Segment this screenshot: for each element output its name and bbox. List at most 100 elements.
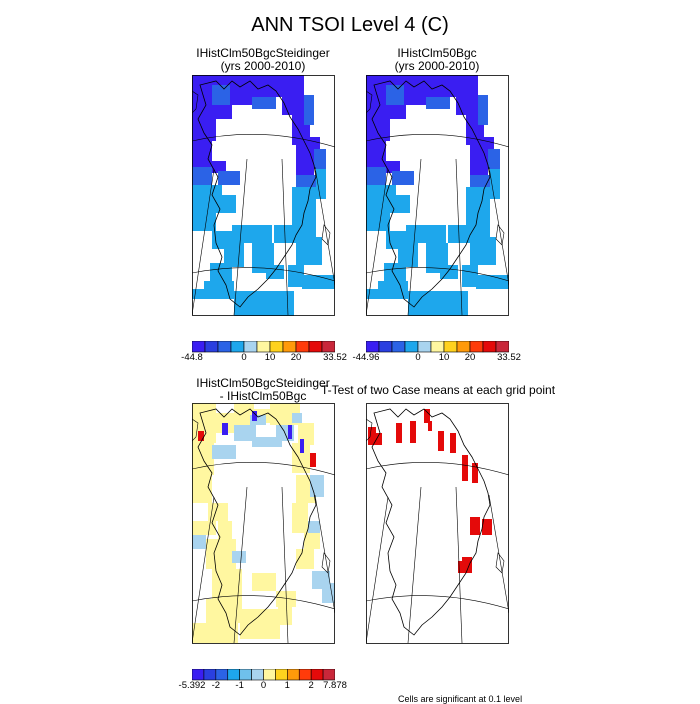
case2-colorbar-boxes	[365, 340, 510, 353]
grid-cell	[210, 263, 232, 281]
grid-cell	[406, 225, 446, 243]
graticule-line	[455, 486, 463, 644]
colorbar-box	[287, 668, 300, 681]
grid-cell	[296, 237, 322, 265]
grid-cell	[252, 97, 276, 109]
map-case1	[192, 75, 335, 316]
grid-cell	[476, 275, 509, 289]
colorbar-tick-label: 7.878	[323, 680, 347, 691]
graticule-line	[366, 496, 389, 644]
grid-cell	[470, 175, 490, 189]
coastline	[495, 224, 505, 246]
coastline	[366, 418, 373, 442]
grid-cell	[192, 213, 216, 231]
colorbar-box	[203, 668, 217, 681]
grid-cell	[278, 607, 292, 625]
diff-title-line2: - IHistClm50Bgc	[219, 389, 307, 403]
grid-cell	[366, 119, 390, 141]
grid-cell	[224, 243, 244, 267]
grid-cell	[490, 169, 500, 199]
coastline	[192, 418, 199, 442]
grid-cell	[192, 167, 212, 185]
colorbar-diff: -5.392 -2 -1 0 1 2 7.878	[179, 668, 347, 696]
grid-cell	[296, 145, 314, 175]
colorbar-box	[227, 668, 240, 681]
grid-cell	[308, 521, 320, 533]
grid-cell	[198, 431, 204, 441]
grid-cell	[192, 535, 206, 549]
colorbar-tick-label: -44.96	[352, 352, 380, 363]
colorbar-tick-label: -1	[235, 680, 244, 691]
grid-cell	[192, 141, 212, 167]
grid-cell	[212, 85, 230, 105]
case2-title-line2: (yrs 2000-2010)	[394, 59, 480, 73]
grid-cell	[222, 423, 228, 435]
grid-cell	[300, 439, 304, 453]
grid-cell	[376, 433, 382, 445]
graticule-line	[233, 158, 248, 316]
grid-cell	[208, 503, 228, 521]
grid-cell	[250, 415, 266, 425]
colorbar-box	[322, 668, 336, 681]
colorbar-box	[217, 340, 232, 353]
coastline	[371, 80, 491, 308]
diff-title-line1: IHistClm50BgcSteidinger	[196, 376, 330, 390]
diff-title: IHistClm50BgcSteidinger - IHistClm50Bgc	[178, 377, 348, 403]
map-case2	[366, 75, 509, 316]
case1-colorbar-boxes	[191, 340, 336, 353]
grid-cell	[366, 167, 386, 185]
grid-cell	[458, 561, 466, 573]
grid-cell	[386, 85, 404, 105]
colorbar-box	[310, 668, 324, 681]
grid-cell	[366, 105, 406, 119]
significance-note: Cells are significant at 0.1 level	[398, 694, 523, 704]
colorbar-box	[298, 668, 312, 681]
colorbar-tick-label: 33.52	[497, 352, 521, 363]
colorbar-tick-label: -44.8	[181, 352, 203, 363]
grid-cell	[292, 443, 310, 473]
grid-cell	[296, 549, 314, 569]
colorbar-tick-label: 1	[284, 680, 290, 691]
coastline	[495, 552, 505, 574]
grid-cell	[292, 413, 302, 423]
grid-cell	[192, 475, 212, 503]
grid-cell	[232, 225, 272, 243]
colorbar-box	[256, 340, 271, 353]
grid-cell	[456, 75, 478, 115]
grid-cell	[218, 171, 240, 185]
colorbar-box	[230, 340, 245, 353]
coastline	[321, 552, 331, 574]
graticule-line	[192, 168, 215, 316]
grid-cell	[292, 503, 308, 533]
colorbar-tick-label: -5.392	[178, 680, 206, 691]
map-ttest	[366, 403, 509, 644]
grid-cell	[488, 149, 500, 169]
colorbar-box	[191, 340, 206, 353]
grid-cell	[222, 195, 236, 213]
grid-cell	[304, 95, 314, 125]
grid-cell	[302, 275, 335, 289]
graticule-line	[192, 267, 335, 282]
colorbar-box	[243, 340, 258, 353]
grid-cell	[212, 445, 236, 459]
colorbar-box	[391, 340, 406, 353]
colorbar-box	[191, 668, 205, 681]
grid-cell	[366, 185, 396, 213]
grid-cell	[392, 171, 414, 185]
graticule-line	[455, 158, 463, 316]
graticule-line	[192, 595, 335, 610]
grid-cell	[212, 569, 242, 599]
colorbar-box	[469, 340, 484, 353]
colorbar-box	[365, 340, 380, 353]
colorbar-box	[308, 340, 323, 353]
grid-cell	[252, 573, 276, 591]
grid-cell	[252, 411, 257, 421]
colorbar-case1: -44.8 0 10 20 33.52	[181, 340, 347, 368]
colorbar-case2: -44.96 0 10 20 33.52	[353, 340, 521, 368]
grid-cell	[398, 243, 418, 267]
colorbar-box	[275, 668, 288, 681]
colorbar-box	[204, 340, 219, 353]
grid-cell	[206, 539, 236, 569]
colorbar-tick-label: -2	[211, 680, 221, 691]
grid-cell	[410, 421, 416, 443]
